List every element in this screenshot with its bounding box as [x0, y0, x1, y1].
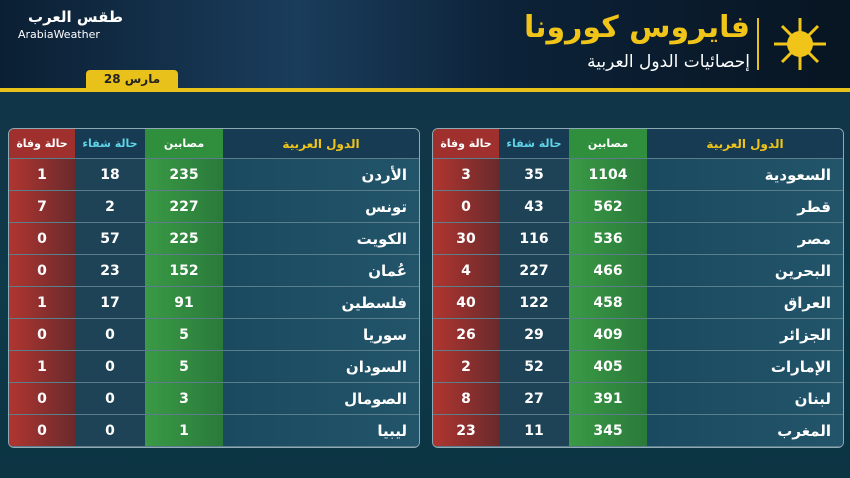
country-cell: تونس [223, 191, 419, 223]
column-header: حالة شفاء [499, 129, 569, 159]
number-cell: 1 [9, 159, 75, 191]
country-cell: عُمان [223, 255, 419, 287]
number-cell: 227 [499, 255, 569, 287]
number-cell: 458 [569, 287, 647, 319]
country-cell: مصر [647, 223, 843, 255]
logo-ar: طقس العرب [28, 8, 123, 26]
number-cell: 1 [145, 415, 223, 447]
column-header: مصابين [569, 129, 647, 159]
number-cell: 405 [569, 351, 647, 383]
country-cell: الأردن [223, 159, 419, 191]
number-cell: 5 [145, 319, 223, 351]
country-cell: السعودية [647, 159, 843, 191]
divider [757, 18, 759, 70]
number-cell: 227 [145, 191, 223, 223]
number-cell: 23 [75, 255, 145, 287]
number-cell: 2 [433, 351, 499, 383]
number-cell: 29 [499, 319, 569, 351]
number-cell: 0 [9, 383, 75, 415]
number-cell: 4 [433, 255, 499, 287]
number-cell: 0 [75, 383, 145, 415]
number-cell: 116 [499, 223, 569, 255]
country-cell: العراق [647, 287, 843, 319]
number-cell: 122 [499, 287, 569, 319]
number-cell: 0 [433, 191, 499, 223]
number-cell: 0 [9, 255, 75, 287]
country-cell: الكويت [223, 223, 419, 255]
number-cell: 466 [569, 255, 647, 287]
column-header: مصابين [145, 129, 223, 159]
country-cell: ليبيا [223, 415, 419, 447]
column-header: حالة وفاة [9, 129, 75, 159]
country-cell: قطر [647, 191, 843, 223]
number-cell: 235 [145, 159, 223, 191]
number-cell: 3 [145, 383, 223, 415]
number-cell: 43 [499, 191, 569, 223]
country-cell: الجزائر [647, 319, 843, 351]
title: فايروس كورونا [523, 10, 750, 45]
number-cell: 30 [433, 223, 499, 255]
number-cell: 57 [75, 223, 145, 255]
number-cell: 0 [9, 319, 75, 351]
country-cell: لبنان [647, 383, 843, 415]
column-header: حالة شفاء [75, 129, 145, 159]
number-cell: 409 [569, 319, 647, 351]
number-cell: 91 [145, 287, 223, 319]
country-cell: الإمارات [647, 351, 843, 383]
column-header: الدول العربية [223, 129, 419, 159]
country-cell: الصومال [223, 383, 419, 415]
logo-en: ArabiaWeather [18, 28, 100, 41]
number-cell: 391 [569, 383, 647, 415]
number-cell: 0 [9, 415, 75, 447]
number-cell: 17 [75, 287, 145, 319]
country-cell: السودان [223, 351, 419, 383]
number-cell: 1104 [569, 159, 647, 191]
number-cell: 152 [145, 255, 223, 287]
number-cell: 0 [75, 415, 145, 447]
number-cell: 27 [499, 383, 569, 415]
column-header: الدول العربية [647, 129, 843, 159]
table: الدول العربية مصابين حالة شفاء حالة وفاة الأ… [8, 128, 420, 448]
country-cell: سوريا [223, 319, 419, 351]
number-cell: 2 [75, 191, 145, 223]
number-cell: 536 [569, 223, 647, 255]
number-cell: 3 [433, 159, 499, 191]
date: 28 مارس [86, 70, 178, 88]
country-cell: المغرب [647, 415, 843, 447]
number-cell: 1 [9, 351, 75, 383]
number-cell: 0 [75, 351, 145, 383]
column-header: حالة وفاة [433, 129, 499, 159]
country-cell: فلسطين [223, 287, 419, 319]
number-cell: 18 [75, 159, 145, 191]
number-cell: 23 [433, 415, 499, 447]
number-cell: 562 [569, 191, 647, 223]
number-cell: 52 [499, 351, 569, 383]
header: فايروس كورونا إحصائيات الدول العربية طقس… [0, 0, 850, 92]
number-cell: 345 [569, 415, 647, 447]
number-cell: 40 [433, 287, 499, 319]
number-cell: 5 [145, 351, 223, 383]
table: الدول العربية مصابين حالة شفاء حالة وفاة الس… [432, 128, 844, 448]
number-cell: 11 [499, 415, 569, 447]
subtitle: إحصائيات الدول العربية [587, 52, 750, 72]
number-cell: 8 [433, 383, 499, 415]
virus-icon [774, 18, 826, 70]
number-cell: 0 [75, 319, 145, 351]
number-cell: 35 [499, 159, 569, 191]
country-cell: البحرين [647, 255, 843, 287]
number-cell: 7 [9, 191, 75, 223]
number-cell: 225 [145, 223, 223, 255]
number-cell: 0 [9, 223, 75, 255]
number-cell: 1 [9, 287, 75, 319]
number-cell: 26 [433, 319, 499, 351]
